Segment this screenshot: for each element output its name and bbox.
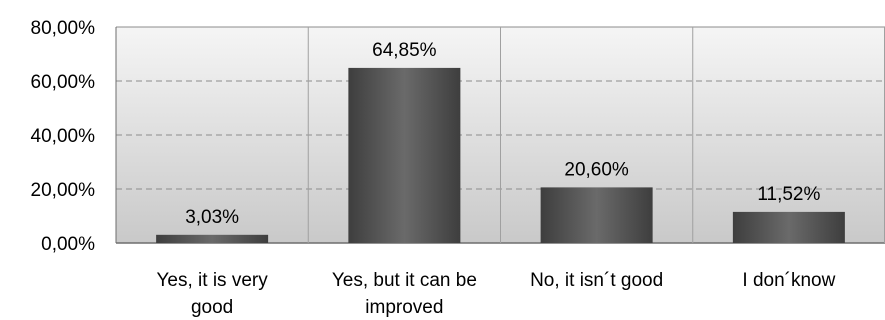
category-label-1-line-1: improved [365, 297, 443, 318]
y-tick-label-0: 0,00% [41, 234, 95, 255]
data-label-3: 11,52% [757, 184, 820, 205]
category-label-3: I don´know [742, 270, 835, 291]
bars [156, 67, 845, 243]
category-label-1: Yes, but it can be improved [332, 270, 477, 318]
category-label-2-line-0: No, it isn´t good [530, 270, 663, 291]
bar-3 [732, 211, 845, 243]
x-axis: Yes, it is very good Yes, but it can be imp… [157, 270, 836, 318]
y-axis: 0,00% 20,00% 40,00% 60,00% 80,00% [31, 18, 96, 255]
category-label-0-line-0: Yes, it is very [157, 270, 269, 291]
y-tick-label-2: 40,00% [31, 126, 96, 147]
bar-1 [348, 67, 461, 243]
category-label-0: Yes, it is very good [157, 270, 269, 318]
category-label-3-line-0: I don´know [742, 270, 835, 291]
data-label-2: 20,60% [564, 159, 629, 180]
data-label-0: 3,03% [185, 207, 239, 228]
y-tick-label-4: 80,00% [31, 18, 96, 39]
data-labels: 3,03% 64,85% 20,60% 11,52% [185, 40, 820, 228]
category-label-2: No, it isn´t good [530, 270, 663, 291]
category-label-0-line-1: good [191, 297, 233, 318]
bar-2 [540, 187, 653, 243]
y-tick-label-3: 60,00% [31, 72, 96, 93]
bar-0 [156, 234, 269, 243]
y-tick-label-1: 20,00% [31, 180, 96, 201]
category-label-1-line-0: Yes, but it can be [332, 270, 477, 291]
data-label-1: 64,85% [372, 40, 437, 61]
